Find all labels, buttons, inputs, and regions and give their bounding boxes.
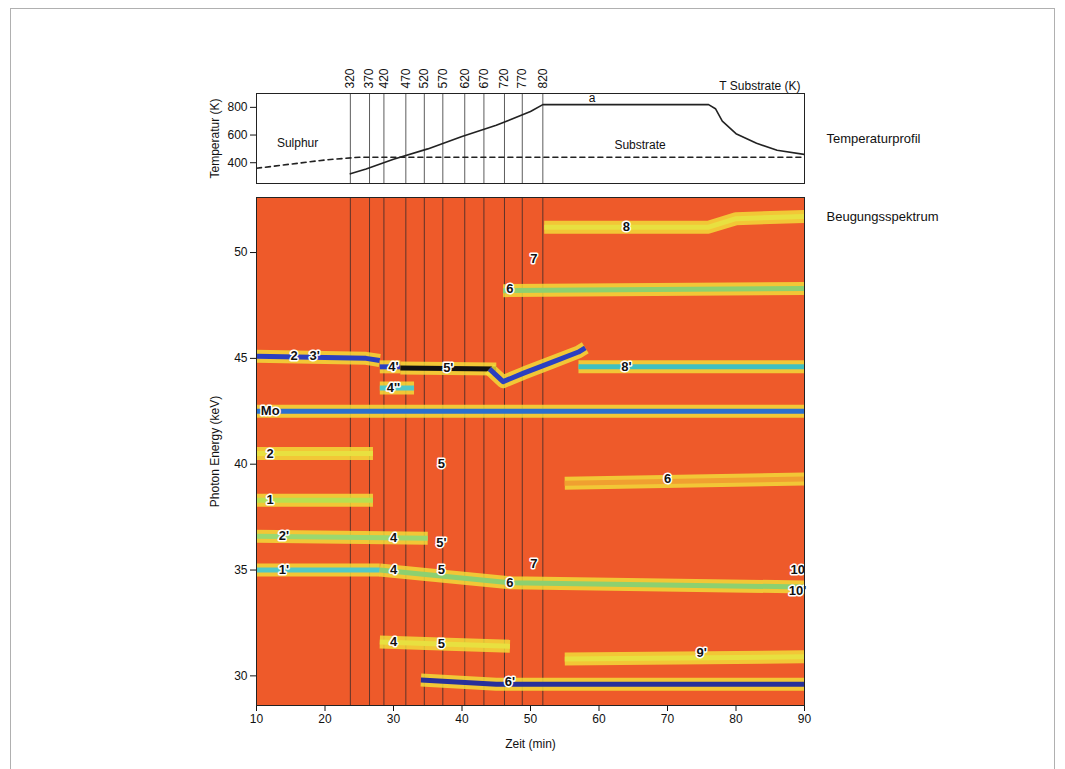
svg-text:50: 50 [524, 712, 538, 726]
svg-text:370: 370 [362, 68, 376, 88]
svg-text:35: 35 [234, 563, 248, 577]
svg-text:40: 40 [234, 457, 248, 471]
svg-text:4: 4 [390, 634, 398, 649]
svg-text:600: 600 [227, 128, 247, 142]
svg-text:6': 6' [505, 674, 515, 689]
svg-text:5: 5 [438, 636, 445, 651]
svg-text:2': 2' [279, 528, 289, 543]
svg-text:Beugungsspektrum: Beugungsspektrum [827, 209, 939, 224]
svg-text:6: 6 [664, 471, 671, 486]
svg-text:50: 50 [234, 245, 248, 259]
svg-text:a: a [588, 91, 596, 106]
svg-text:720: 720 [497, 68, 511, 88]
svg-text:4': 4' [388, 359, 398, 374]
svg-text:5: 5 [438, 562, 445, 577]
svg-text:4: 4 [390, 562, 398, 577]
svg-text:3': 3' [310, 348, 320, 363]
svg-text:45: 45 [234, 351, 248, 365]
svg-text:4'': 4'' [387, 380, 400, 395]
svg-text:Mo: Mo [261, 403, 280, 418]
svg-text:2: 2 [267, 446, 274, 461]
svg-text:Temperaturprofil: Temperaturprofil [827, 131, 921, 146]
svg-text:Photon Energy (keV): Photon Energy (keV) [208, 396, 222, 507]
svg-text:Zeit (min): Zeit (min) [505, 737, 556, 751]
svg-text:520: 520 [417, 68, 431, 88]
svg-text:9': 9' [697, 645, 707, 660]
svg-text:60: 60 [592, 712, 606, 726]
svg-text:Temperatur (K): Temperatur (K) [208, 98, 222, 178]
svg-text:1': 1' [279, 562, 289, 577]
svg-text:10: 10 [790, 562, 804, 577]
svg-text:400: 400 [227, 156, 247, 170]
svg-text:420: 420 [377, 68, 391, 88]
svg-text:8': 8' [621, 359, 631, 374]
svg-text:570: 570 [436, 68, 450, 88]
svg-text:800: 800 [227, 100, 247, 114]
svg-text:20: 20 [318, 712, 332, 726]
svg-text:7: 7 [530, 251, 537, 266]
svg-text:10: 10 [250, 712, 264, 726]
svg-text:5: 5 [438, 456, 445, 471]
svg-text:Substrate: Substrate [614, 138, 666, 152]
svg-text:6: 6 [506, 575, 513, 590]
svg-text:T Substrate (K): T Substrate (K) [719, 79, 800, 93]
svg-text:70: 70 [661, 712, 675, 726]
svg-text:7: 7 [530, 556, 537, 571]
svg-text:80: 80 [729, 712, 743, 726]
svg-text:30: 30 [387, 712, 401, 726]
svg-text:320: 320 [343, 68, 357, 88]
svg-text:30: 30 [234, 669, 248, 683]
svg-text:6: 6 [506, 281, 513, 296]
svg-text:8: 8 [623, 219, 630, 234]
svg-text:620: 620 [458, 68, 472, 88]
svg-text:470: 470 [399, 68, 413, 88]
svg-text:2: 2 [291, 348, 298, 363]
svg-text:820: 820 [536, 68, 550, 88]
svg-text:4: 4 [390, 530, 398, 545]
svg-text:10': 10' [789, 583, 807, 598]
svg-text:5': 5' [436, 535, 446, 550]
svg-text:5': 5' [443, 360, 453, 375]
svg-text:Sulphur: Sulphur [277, 136, 318, 150]
svg-text:90: 90 [798, 712, 812, 726]
svg-text:770: 770 [515, 68, 529, 88]
svg-text:1: 1 [267, 492, 274, 507]
svg-text:40: 40 [455, 712, 469, 726]
svg-text:670: 670 [477, 68, 491, 88]
